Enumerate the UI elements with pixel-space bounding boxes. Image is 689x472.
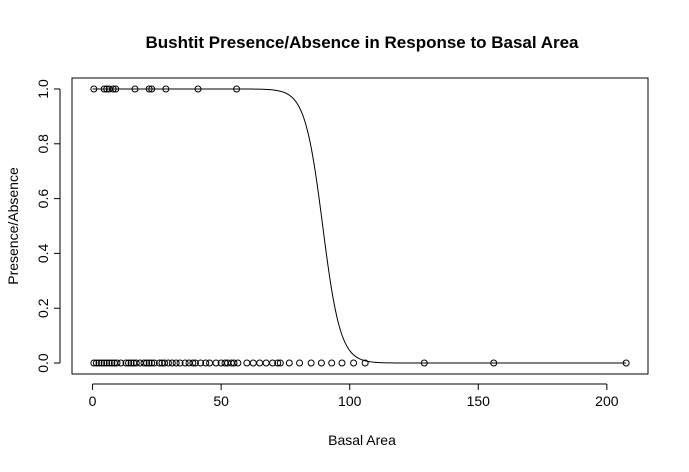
data-point-absent: [296, 359, 304, 367]
data-point-absent: [317, 359, 325, 367]
fitted-curve-layer: [92, 88, 627, 364]
data-point-absent: [143, 359, 151, 367]
data-point-absent: [328, 359, 336, 367]
data-point-absent: [100, 359, 108, 367]
data-point-absent: [361, 359, 369, 367]
y-tick-label: 0.8: [35, 134, 51, 154]
data-point-absent: [125, 359, 133, 367]
data-point-absent: [243, 359, 251, 367]
data-point-absent: [256, 359, 264, 367]
data-point-absent: [155, 359, 163, 367]
y-tick-label: 0.6: [35, 189, 51, 209]
y-tick-label: 0.0: [35, 353, 51, 373]
data-point-absent: [92, 359, 100, 367]
data-point-absent: [148, 359, 156, 367]
data-point-absent: [145, 359, 153, 367]
data-point-absent: [105, 359, 113, 367]
data-point-absent: [95, 359, 103, 367]
x-tick-label: 200: [595, 393, 619, 409]
y-tick-label: 0.4: [35, 243, 51, 263]
x-tick-label: 100: [338, 393, 362, 409]
data-point-absent: [212, 359, 220, 367]
data-point-absent: [168, 359, 176, 367]
data-point-absent: [140, 359, 148, 367]
data-point-absent: [262, 359, 270, 367]
data-point-absent: [189, 359, 197, 367]
data-point-absent: [490, 359, 498, 367]
data-point-absent: [98, 359, 106, 367]
data-point-absent: [269, 359, 277, 367]
data-point-absent: [249, 359, 257, 367]
data-point-absent: [161, 359, 169, 367]
data-point-absent: [230, 359, 238, 367]
y-tick-label: 1.0: [35, 79, 51, 99]
data-point-absent: [172, 359, 180, 367]
data-point-absent: [274, 359, 282, 367]
data-point-absent: [202, 359, 210, 367]
data-point-absent: [176, 359, 184, 367]
data-point-absent: [276, 359, 284, 367]
data-point-absent: [420, 359, 428, 367]
data-point-absent: [622, 359, 630, 367]
data-points-layer: [90, 85, 630, 367]
x-tick-label: 50: [213, 393, 229, 409]
x-axis-label: Basal Area: [328, 432, 396, 448]
data-point-absent: [150, 359, 158, 367]
data-point-absent: [181, 359, 189, 367]
y-tick-label: 0.2: [35, 298, 51, 318]
data-point-present: [100, 85, 108, 93]
data-point-present: [194, 85, 202, 93]
data-point-absent: [117, 359, 125, 367]
chart-title: Bushtit Presence/Absence in Response to …: [145, 33, 579, 52]
x-tick-label: 150: [467, 393, 491, 409]
data-point-absent: [103, 359, 111, 367]
data-point-absent: [191, 359, 199, 367]
plot-frame: [71, 77, 649, 375]
data-point-present: [233, 85, 241, 93]
data-point-present: [90, 85, 98, 93]
x-tick-label: 0: [89, 393, 97, 409]
y-axis: 0.0 0.2 0.4 0.6 0.8 1.0: [35, 79, 61, 373]
data-point-absent: [122, 359, 130, 367]
data-point-absent: [197, 359, 205, 367]
data-point-absent: [164, 359, 172, 367]
data-point-absent: [113, 359, 121, 367]
data-point-present: [131, 85, 139, 93]
x-axis: 0 50 100 150 200: [89, 383, 619, 409]
data-point-absent: [90, 359, 98, 367]
data-point-absent: [206, 359, 214, 367]
data-point-absent: [350, 359, 358, 367]
fitted-logistic-curve: [92, 88, 627, 364]
data-point-present: [109, 85, 117, 93]
data-point-present: [148, 85, 156, 93]
data-point-absent: [108, 359, 116, 367]
data-point-present: [145, 85, 153, 93]
data-point-present: [112, 85, 120, 93]
data-point-absent: [285, 359, 293, 367]
data-point-absent: [307, 359, 315, 367]
data-point-present: [162, 85, 170, 93]
data-point-absent: [132, 359, 140, 367]
data-point-absent: [127, 359, 135, 367]
y-axis-label: Presence/Absence: [5, 167, 21, 285]
data-point-absent: [338, 359, 346, 367]
data-point-absent: [234, 359, 242, 367]
